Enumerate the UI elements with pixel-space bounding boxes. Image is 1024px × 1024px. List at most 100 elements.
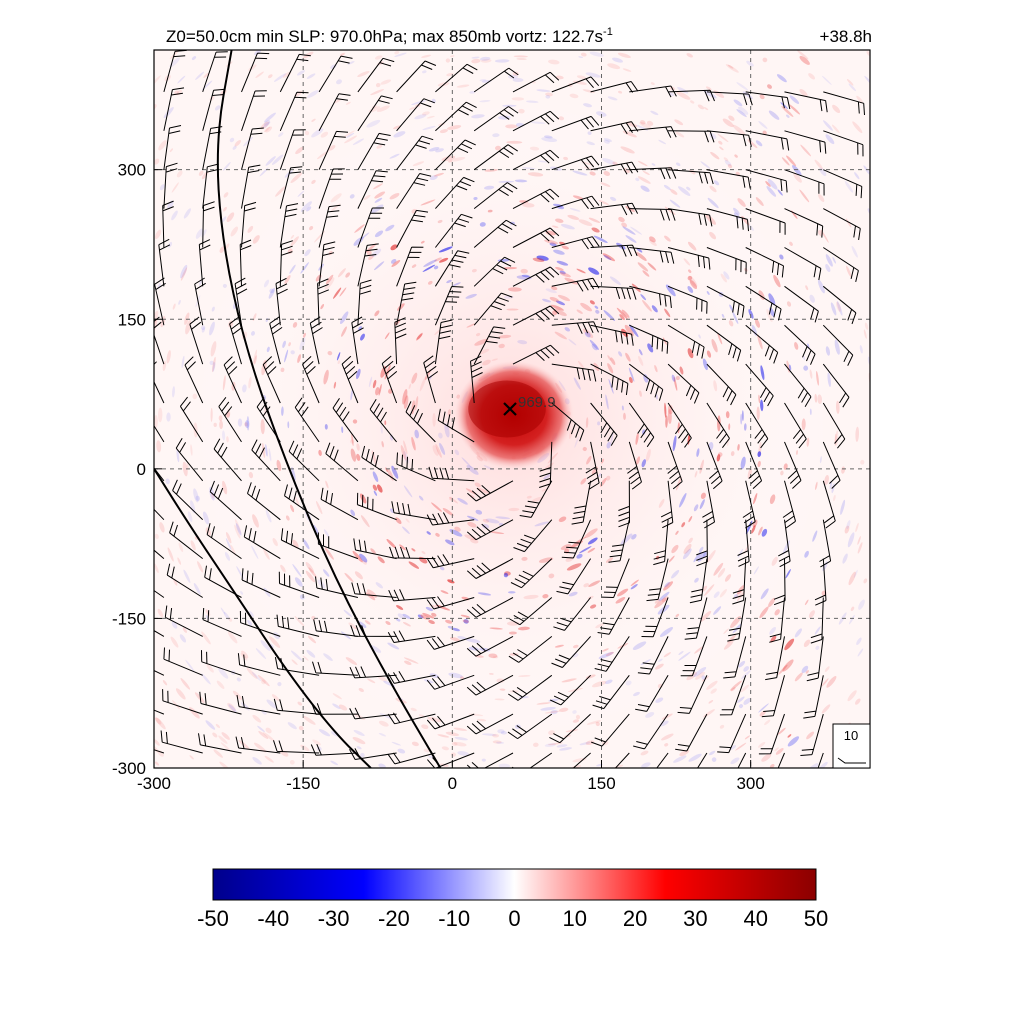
- vorticity-blob: [720, 273, 727, 283]
- vorticity-blob: [356, 368, 361, 380]
- vorticity-blob: [522, 202, 535, 208]
- vorticity-blob: [833, 494, 836, 502]
- vorticity-blob: [234, 524, 241, 539]
- vorticity-blob: [645, 711, 655, 718]
- vorticity-blob: [573, 377, 581, 390]
- vorticity-blob: [265, 126, 273, 133]
- wind-barb: [551, 321, 599, 334]
- vorticity-blob: [707, 197, 719, 209]
- vorticity-blob: [395, 517, 402, 525]
- vorticity-blob: [621, 309, 630, 318]
- wind-barb: [628, 363, 664, 401]
- wind-barb: [473, 144, 518, 171]
- vorticity-blob: [275, 186, 286, 197]
- vorticity-blob: [572, 719, 580, 723]
- vorticity-blob: [435, 533, 440, 537]
- vorticity-blob: [602, 158, 616, 165]
- vorticity-blob: [212, 732, 218, 738]
- vorticity-blob: [378, 720, 389, 727]
- vorticity-blob: [846, 79, 854, 86]
- vorticity-blob: [292, 322, 298, 328]
- vorticity-blob: [708, 699, 714, 704]
- wind-barb: [262, 356, 281, 404]
- vorticity-blob: [729, 745, 737, 751]
- vorticity-blob: [360, 333, 365, 341]
- vorticity-blob: [842, 553, 848, 564]
- vorticity-blob: [544, 239, 559, 245]
- vorticity-blob: [384, 332, 390, 340]
- vorticity-blob: [154, 739, 160, 746]
- vorticity-blob: [162, 680, 168, 686]
- wind-barb: [629, 126, 677, 138]
- vorticity-blob: [481, 758, 486, 762]
- vorticity-blob: [717, 568, 726, 578]
- contour-1: [216, 50, 442, 768]
- vorticity-blob: [177, 75, 186, 84]
- wind-barb: [466, 635, 514, 657]
- vorticity-blob: [568, 591, 578, 597]
- wind-barb: [154, 589, 165, 598]
- vorticity-blob: [299, 337, 306, 351]
- vorticity-blob: [426, 115, 435, 119]
- vorticity-blob: [350, 509, 356, 517]
- wind-barb: [571, 480, 592, 525]
- colorbar-tick-label: 30: [683, 906, 707, 931]
- vorticity-blob: [378, 383, 382, 396]
- wind-barb: [727, 597, 747, 642]
- vorticity-blob: [647, 262, 657, 271]
- vorticity-blob: [774, 609, 780, 616]
- vorticity-blob: [672, 435, 677, 452]
- wind-barb: [591, 713, 630, 747]
- vorticity-blob: [449, 496, 459, 504]
- vorticity-blob: [252, 514, 259, 528]
- vorticity-blob: [769, 494, 776, 505]
- vorticity-blob: [373, 261, 385, 271]
- vorticity-blob: [803, 639, 811, 647]
- vorticity-blob: [693, 504, 699, 512]
- vorticity-blob: [864, 322, 869, 330]
- vorticity-blob: [379, 713, 393, 720]
- vortex-core: [454, 360, 574, 470]
- vorticity-blob: [713, 562, 724, 576]
- wind-barb: [765, 636, 785, 681]
- vorticity-blob: [572, 644, 579, 649]
- vorticity-blob: [846, 520, 851, 530]
- vorticity-blob: [370, 548, 376, 554]
- wind-barb: [473, 182, 518, 209]
- wind-barb: [819, 519, 832, 568]
- vorticity-blob: [783, 463, 788, 470]
- vorticity-blob: [368, 254, 374, 260]
- vorticity-blob: [559, 707, 569, 712]
- vorticity-blob: [742, 91, 753, 100]
- vorticity-blob: [194, 692, 205, 704]
- vorticity-blob: [641, 459, 647, 468]
- wind-barb: [279, 166, 303, 209]
- vorticity-blob: [155, 229, 162, 240]
- vorticity-blob: [205, 720, 216, 730]
- vorticity-blob: [664, 743, 669, 747]
- vorticity-blob: [572, 195, 584, 200]
- vorticity-blob: [356, 746, 362, 750]
- wind-barb: [784, 402, 807, 449]
- vorticity-blob: [169, 148, 173, 153]
- vorticity-blob: [768, 110, 780, 120]
- vorticity-blob: [682, 548, 692, 560]
- vorticity-blob: [701, 675, 706, 680]
- vorticity-blob: [737, 585, 745, 595]
- vorticity-blob: [598, 200, 609, 205]
- wind-barb: [172, 479, 204, 521]
- wind-barb: [325, 442, 359, 482]
- vorticity-blob: [551, 225, 559, 228]
- vorticity-blob: [447, 579, 455, 584]
- vorticity-blob: [572, 710, 577, 714]
- vorticity-blob: [579, 741, 591, 746]
- wind-barb: [810, 597, 824, 644]
- wind-barb: [519, 480, 553, 518]
- vorticity-blob: [381, 441, 384, 448]
- vorticity-blob: [650, 110, 659, 116]
- wind-barb: [313, 619, 358, 637]
- vorticity-blob: [578, 56, 584, 59]
- contours: [154, 50, 442, 768]
- vorticity-blob: [345, 272, 351, 278]
- vorticity-blob: [577, 360, 584, 369]
